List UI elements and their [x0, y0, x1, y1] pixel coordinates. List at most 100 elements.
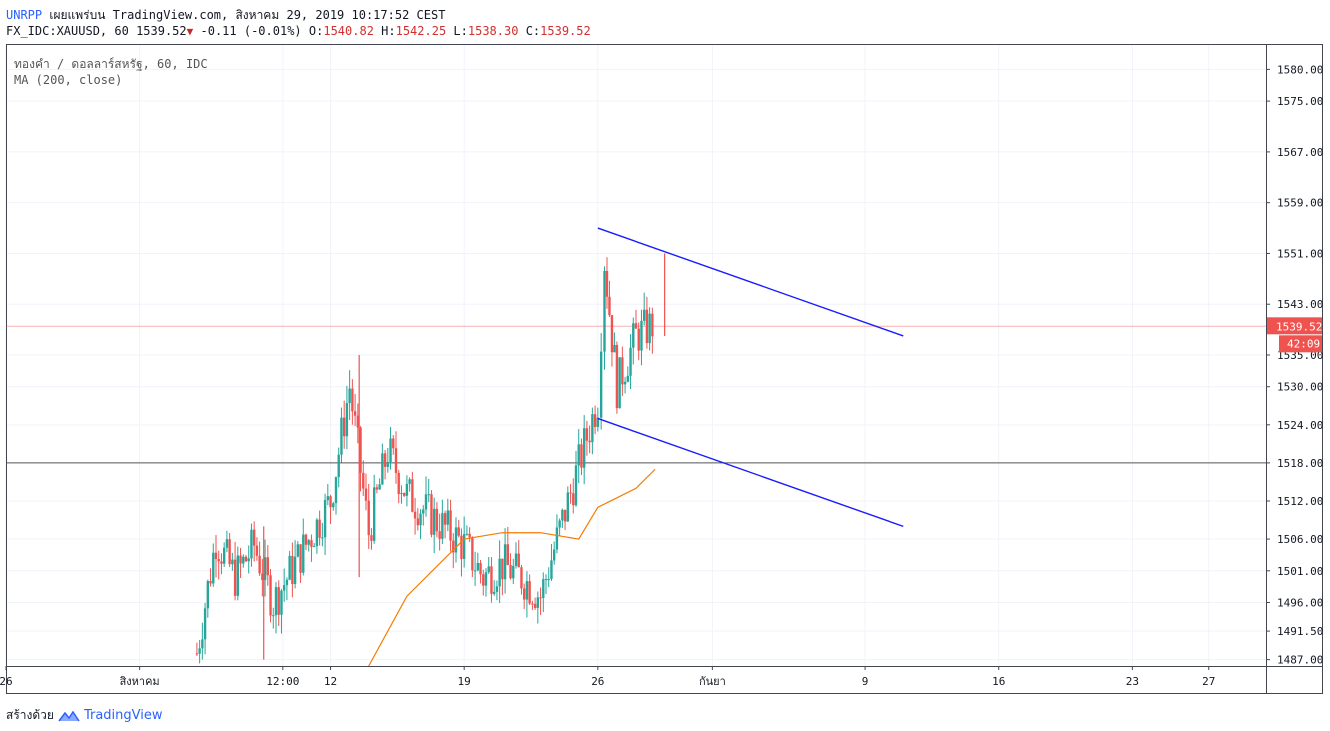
- candle-body: [435, 508, 439, 532]
- candle-body: [405, 483, 409, 496]
- candle-body: [552, 549, 556, 561]
- time-tick-label: 19: [458, 675, 471, 688]
- candle-body: [274, 587, 278, 616]
- price-axis[interactable]: 1580.00 1575.00 1567.00 1559.00 1551.00 1543.…: [1266, 63, 1323, 667]
- candle-body: [512, 565, 515, 579]
- trendline: [597, 417, 904, 528]
- time-tick-label: 27: [1202, 675, 1215, 688]
- candle-body: [572, 493, 575, 506]
- candle-body: [228, 539, 231, 565]
- candle-body: [640, 320, 643, 351]
- candle-body: [217, 559, 220, 562]
- candle-body: [457, 527, 460, 536]
- candle-body: [449, 510, 452, 541]
- price-chart[interactable]: 1580.00 1575.00 1567.00 1559.00 1551.00 1543.…: [0, 0, 1330, 700]
- price-tick-label: 1559.00: [1277, 197, 1323, 210]
- candle-body: [359, 427, 362, 473]
- candle-body: [525, 581, 529, 600]
- candle-body: [479, 562, 482, 575]
- candle-body: [514, 553, 518, 566]
- candle-body: [231, 559, 234, 565]
- username-link[interactable]: UNRPP: [6, 8, 43, 22]
- candle-body: [430, 494, 433, 535]
- candle-body: [542, 579, 545, 598]
- trendlines[interactable]: [597, 227, 904, 528]
- candle-body: [212, 552, 215, 584]
- candle-body: [209, 581, 212, 584]
- time-tick-label: 12: [324, 675, 337, 688]
- candle-body: [642, 309, 646, 321]
- tradingview-brand[interactable]: TradingView: [83, 708, 163, 723]
- candle-body: [337, 454, 340, 478]
- candle-body: [471, 537, 474, 571]
- candle-body: [503, 544, 507, 580]
- time-tick-label: 12:00: [266, 675, 299, 688]
- candle-body: [547, 578, 550, 580]
- candle-body: [550, 560, 553, 579]
- time-axis[interactable]: 26 สิงหาคม 12:00 12 19 26 กันยา 9 16 23 27: [0, 666, 1215, 688]
- candle-body: [626, 375, 630, 382]
- candle-body: [443, 513, 447, 525]
- candle-body: [533, 603, 537, 608]
- candle-body: [585, 428, 589, 441]
- candle-body: [233, 559, 237, 596]
- price-tick-label: 1530.00: [1277, 381, 1323, 394]
- candle-body: [634, 323, 638, 329]
- candle-body: [321, 537, 324, 539]
- published-text: เผยแพร่บน TradingView.com, สิงหาคม 29, 2…: [49, 8, 446, 22]
- candle-body: [280, 590, 283, 615]
- created-with-text: สร้างด้วย: [6, 708, 54, 722]
- candle-body: [432, 508, 436, 535]
- candle-body: [487, 566, 490, 573]
- candle-body: [603, 270, 606, 352]
- candle-body: [242, 556, 245, 564]
- candle-body: [610, 315, 614, 353]
- price-tick-label: 1543.00: [1277, 298, 1323, 311]
- header-line-2: FX_IDC:XAUUSD, 60 1539.52▼ -0.11 (-0.01%…: [6, 24, 591, 38]
- candle-body: [244, 556, 248, 562]
- candle-body: [206, 581, 210, 609]
- candle-body: [539, 597, 542, 599]
- footer: สร้างด้วย TradingView: [6, 706, 162, 725]
- candle-body: [490, 566, 493, 594]
- candle-body: [577, 444, 580, 466]
- candle-body: [416, 518, 420, 526]
- candle-body: [648, 313, 651, 344]
- candle-body: [520, 567, 523, 589]
- candle-body: [408, 479, 411, 484]
- candle-body: [498, 558, 501, 587]
- candle-body: [392, 438, 395, 449]
- candle-body: [302, 534, 305, 573]
- price-tick-label: 1512.00: [1277, 495, 1323, 508]
- candle-body: [307, 540, 310, 545]
- high-value: 1542.25: [395, 24, 447, 38]
- candle-body: [452, 540, 455, 553]
- candle-body: [386, 462, 390, 467]
- candle-body: [441, 513, 444, 539]
- price-tick-label: 1551.00: [1277, 247, 1323, 260]
- candle-body: [201, 639, 204, 649]
- candle-body: [332, 503, 335, 508]
- candle-body: [593, 414, 597, 427]
- candle-body: [468, 533, 471, 538]
- candle-body: [364, 488, 368, 501]
- candle-body: [198, 648, 201, 654]
- candle-body: [563, 509, 567, 522]
- time-tick-label: 23: [1126, 675, 1139, 688]
- candle-body: [558, 520, 561, 528]
- candle-body: [342, 417, 346, 437]
- candle-body: [596, 417, 600, 427]
- candle-body: [599, 351, 603, 418]
- ma-200-line: [368, 468, 656, 667]
- horizontal-lines: [6, 325, 1266, 464]
- open-label: O:: [308, 24, 324, 38]
- tradingview-logo-icon: [58, 710, 80, 721]
- low-value: 1538.30: [467, 24, 519, 38]
- candle-body: [345, 403, 349, 437]
- candle-body: [285, 579, 289, 586]
- candle-body: [501, 558, 504, 580]
- candle-body: [263, 557, 267, 581]
- low-label: L:: [453, 24, 468, 38]
- candle-body: [637, 328, 640, 351]
- candle-body: [413, 511, 417, 519]
